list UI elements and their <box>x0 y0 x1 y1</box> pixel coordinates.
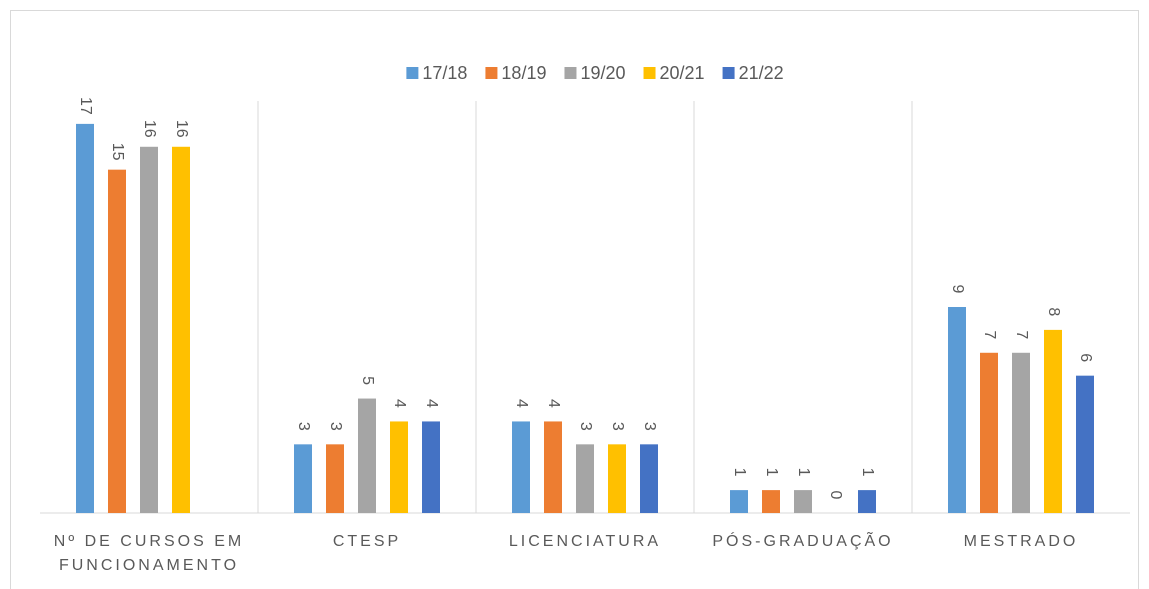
data-label: 3 <box>609 422 626 431</box>
data-label: 17 <box>77 97 94 115</box>
data-label: 15 <box>109 143 126 161</box>
legend-swatch <box>643 67 656 79</box>
data-label: 16 <box>173 120 190 138</box>
bar <box>172 146 190 513</box>
data-label: 5 <box>359 376 376 385</box>
bar <box>858 490 876 513</box>
bar <box>640 444 658 513</box>
data-label: 8 <box>1045 307 1062 316</box>
data-label: 1 <box>859 468 876 477</box>
bar <box>1012 352 1030 513</box>
bar <box>980 352 998 513</box>
legend-swatch <box>722 67 735 79</box>
legend-label: 20/21 <box>660 63 705 83</box>
bar <box>512 421 530 513</box>
data-label: 3 <box>295 422 312 431</box>
data-label: 7 <box>981 330 998 339</box>
bar <box>730 490 748 513</box>
bar <box>294 444 312 513</box>
data-label: 1 <box>731 468 748 477</box>
data-label: 1 <box>795 468 812 477</box>
data-label: 4 <box>513 399 530 408</box>
legend-swatch <box>564 67 577 79</box>
x-tick-label: CTESP <box>332 533 402 550</box>
bar <box>140 146 158 513</box>
data-label: 7 <box>1013 330 1030 339</box>
legend-label: 21/22 <box>739 63 784 83</box>
x-tick-label: MESTRADO <box>963 533 1079 550</box>
data-label: 16 <box>141 120 158 138</box>
data-label: 4 <box>391 399 408 408</box>
bar <box>76 123 94 513</box>
bar <box>1076 375 1094 513</box>
legend-swatch <box>406 67 419 79</box>
x-tick-label: Nº DE CURSOS EM FUNCIONAMENTO <box>53 533 245 574</box>
bar <box>1044 329 1062 513</box>
data-label: 1 <box>763 468 780 477</box>
legend-label: 18/19 <box>501 63 546 83</box>
bar <box>762 490 780 513</box>
bar <box>544 421 562 513</box>
bar <box>108 169 126 513</box>
legend-label: 19/20 <box>580 63 625 83</box>
x-tick-label: LICENCIATURA <box>508 533 662 550</box>
chart-border <box>10 10 1139 589</box>
data-label: 9 <box>949 285 966 294</box>
bar <box>794 490 812 513</box>
bar <box>422 421 440 513</box>
bar <box>326 444 344 513</box>
data-label: 4 <box>423 399 440 408</box>
data-label: 4 <box>545 399 562 408</box>
data-label: 3 <box>327 422 344 431</box>
legend-label: 17/18 <box>422 63 467 83</box>
data-label: 3 <box>577 422 594 431</box>
bar <box>576 444 594 513</box>
data-label: 0 <box>827 491 844 500</box>
legend-swatch <box>485 67 498 79</box>
bar <box>390 421 408 513</box>
data-label: 6 <box>1077 353 1094 362</box>
bar <box>358 398 376 513</box>
bar <box>608 444 626 513</box>
bar <box>948 307 966 513</box>
data-label: 3 <box>641 422 658 431</box>
x-tick-label: PÓS-GRADUAÇÃO <box>712 533 894 550</box>
